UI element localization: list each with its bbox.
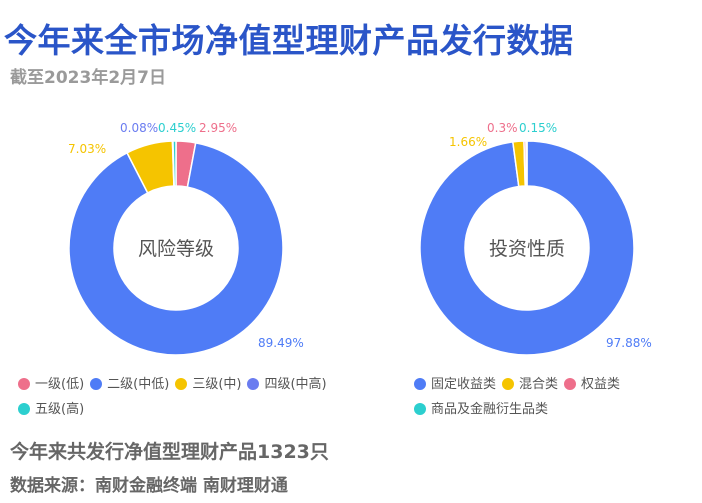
legend-marker bbox=[414, 378, 426, 390]
donut-slice-1-0 bbox=[419, 140, 635, 356]
legend-marker bbox=[502, 378, 515, 390]
value-label-0-3: 0.08% bbox=[120, 121, 158, 135]
value-label-0-0: 2.95% bbox=[199, 121, 237, 135]
legend-risk-level: 一级(低) 二级(中低) 三级(中) 四级(中高) 五级(高) bbox=[18, 372, 348, 422]
legend-marker bbox=[18, 378, 30, 390]
donut-center-label-1: 投资性质 bbox=[489, 238, 565, 260]
legend-item[interactable]: 三级(中) bbox=[175, 372, 241, 397]
donut-slice-0-4 bbox=[172, 140, 177, 187]
legend-label: 二级(中低) bbox=[107, 377, 170, 392]
legend-item[interactable]: 四级(中高) bbox=[247, 372, 327, 397]
legend-marker bbox=[18, 403, 30, 415]
legend-label: 一级(低) bbox=[35, 377, 85, 392]
legend-item[interactable]: 混合类 bbox=[502, 372, 558, 397]
legend-marker bbox=[414, 403, 426, 415]
legend-label: 固定收益类 bbox=[431, 377, 497, 392]
legend-item[interactable]: 二级(中低) bbox=[90, 372, 169, 397]
value-label-1-3: 0.15% bbox=[519, 121, 557, 135]
donut-slice-0-1 bbox=[68, 141, 284, 356]
legend-item[interactable]: 五级(高) bbox=[18, 397, 84, 422]
chart-title: 今年来全市场净值型理财产品发行数据 bbox=[4, 21, 574, 60]
value-label-0-2: 7.03% bbox=[68, 142, 106, 156]
value-label-0-1: 89.49% bbox=[258, 336, 304, 350]
value-label-1-2: 0.3% bbox=[487, 121, 518, 135]
legend-label: 混合类 bbox=[519, 377, 559, 392]
legend-label: 三级(中) bbox=[192, 377, 242, 392]
donut-slice-1-3 bbox=[525, 140, 528, 187]
legend-label: 五级(高) bbox=[35, 402, 85, 417]
legend-item[interactable]: 一级(低) bbox=[18, 372, 84, 397]
legend-investment-type: 固定收益类 混合类 权益类商品及金融衍生品类 bbox=[414, 372, 684, 422]
legend-marker bbox=[247, 378, 260, 390]
donut-charts: 2.95% 89.49% 7.03% 0.08% 0.45% 风险等级 97.88% 1.66… bbox=[68, 121, 652, 356]
value-label-1-1: 1.66% bbox=[449, 135, 487, 149]
legend-marker bbox=[175, 378, 188, 390]
legend-item[interactable]: 权益类 bbox=[564, 372, 620, 397]
legend-item[interactable]: 固定收益类 bbox=[414, 372, 496, 397]
data-source-text: 数据来源：南财金融终端 南财理财通 bbox=[10, 476, 288, 496]
donut-center-label-0: 风险等级 bbox=[138, 238, 214, 260]
legend-item[interactable]: 商品及金融衍生品类 bbox=[414, 397, 548, 422]
value-label-0-4: 0.45% bbox=[158, 121, 196, 135]
value-label-1-0: 97.88% bbox=[606, 336, 652, 350]
legend-marker bbox=[90, 378, 103, 390]
legend-label: 权益类 bbox=[581, 377, 621, 392]
issuance-count-text: 今年来共发行净值型理财产品1323只 bbox=[10, 441, 329, 463]
chart-subtitle: 截至2023年2月7日 bbox=[10, 68, 166, 88]
legend-label: 商品及金融衍生品类 bbox=[431, 402, 549, 417]
legend-label: 四级(中高) bbox=[264, 377, 327, 392]
legend-marker bbox=[564, 378, 577, 390]
